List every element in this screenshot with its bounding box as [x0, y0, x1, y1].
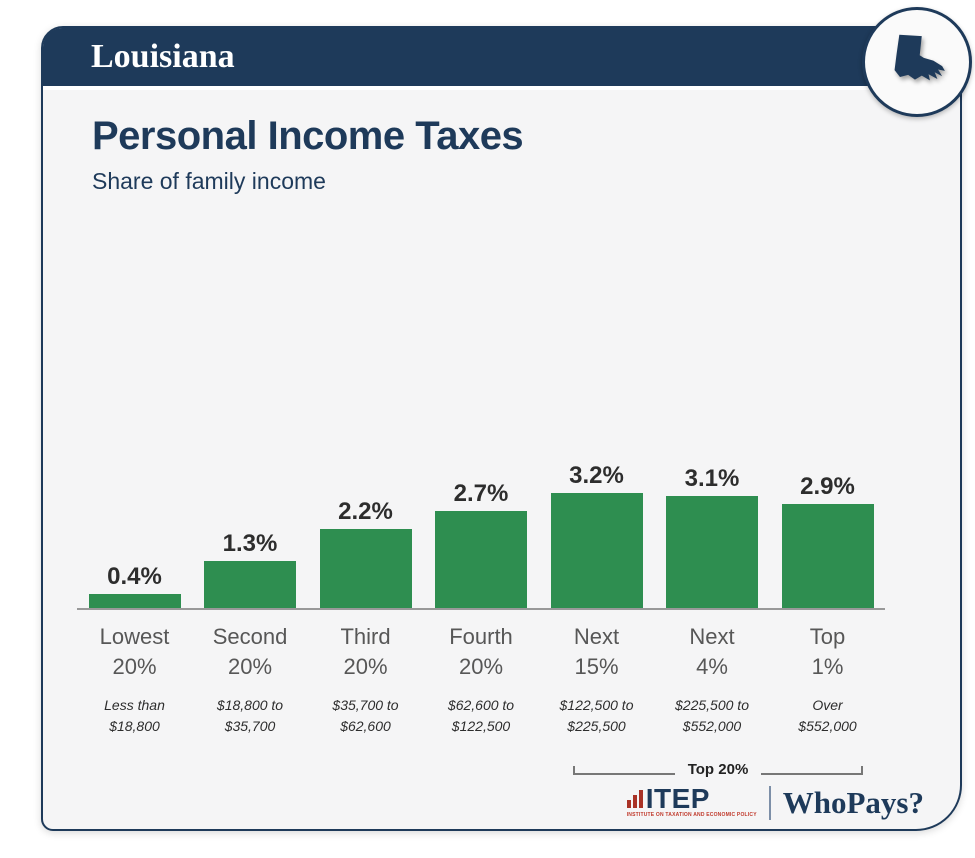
- itep-barchart-icon: [626, 790, 643, 810]
- bar: [666, 496, 758, 608]
- income-range-label: $18,800 to $35,700: [216, 697, 284, 735]
- chart-bars-row: 0.4% 1.3% 2.2% 2.7% 3.2% 3.1% 2.9%: [77, 456, 885, 608]
- itep-tagline: INSTITUTE ON TAXATION AND ECONOMIC POLIC…: [626, 812, 757, 819]
- bar-column: 2.9%: [770, 473, 885, 608]
- whopays-wordmark: WhoPays?: [782, 785, 924, 820]
- itep-logo-top: ITEP: [626, 782, 710, 814]
- bar-column: 2.2%: [308, 498, 423, 608]
- bar-value-label: 1.3%: [222, 530, 278, 558]
- bar: [88, 593, 181, 608]
- category-label: Next 15%: [573, 624, 620, 679]
- bar-chart: 0.4% 1.3% 2.2% 2.7% 3.2% 3.1% 2.9% Lowest 20% Se…: [77, 456, 885, 780]
- bar: [550, 492, 643, 608]
- bar: [204, 561, 296, 608]
- bracket-label: Top 20%: [687, 761, 749, 779]
- bar-value-label: 2.9%: [800, 472, 855, 500]
- income-range-label: $225,500 to $552,000: [675, 697, 749, 735]
- footer-logos: ITEP INSTITUTE ON TAXATION AND ECONOMIC …: [626, 782, 924, 821]
- bar-column: 1.3%: [193, 530, 308, 608]
- bar-value-label: 0.4%: [107, 562, 162, 590]
- itep-wordmark: ITEP: [645, 782, 710, 814]
- state-badge: [862, 7, 972, 117]
- bar: [435, 510, 527, 608]
- category-label: Lowest 20%: [99, 624, 170, 679]
- bar-column: 3.2%: [539, 462, 654, 608]
- income-range-label: $62,600 to $122,500: [447, 697, 515, 735]
- logo-divider: [768, 786, 771, 820]
- state-name: Louisiana: [91, 38, 235, 75]
- category-label: Next 4%: [689, 624, 735, 679]
- bar: [319, 528, 412, 608]
- top20-bracket: Top 20%: [573, 761, 864, 780]
- bar-column: 0.4%: [77, 563, 192, 608]
- page-title: Personal Income Taxes: [92, 114, 524, 158]
- income-range-label: Less than $18,800: [104, 697, 165, 735]
- income-range-label: Over $552,000: [798, 697, 857, 735]
- itep-logo: ITEP INSTITUTE ON TAXATION AND ECONOMIC …: [626, 782, 757, 819]
- category-label: Fourth 20%: [449, 624, 513, 679]
- chart-categories-row: Lowest 20% Second 20% Third 20% Fourth 20% Next 1…: [77, 610, 885, 681]
- chart-income-ranges-row: Less than $18,800 $18,800 to $35,700 $35,700…: [77, 681, 885, 737]
- bracket-left-line: [573, 766, 675, 776]
- category-label: Third 20%: [340, 624, 391, 679]
- bar-column: 3.1%: [655, 465, 770, 608]
- bar-value-label: 2.7%: [453, 479, 509, 507]
- page-subtitle: Share of family income: [92, 168, 326, 194]
- income-range-label: $35,700 to $62,600: [332, 697, 399, 735]
- state-report-card: Louisiana Personal Income Taxes Share of…: [41, 7, 972, 831]
- category-label: Second 20%: [212, 624, 288, 679]
- category-label: Top 1%: [809, 624, 846, 679]
- bracket-right-line: [761, 766, 864, 776]
- bar: [781, 503, 874, 608]
- header-bar: Louisiana: [43, 28, 960, 90]
- x-axis-line: [77, 608, 885, 610]
- bar-value-label: 3.1%: [684, 465, 740, 493]
- income-range-label: $122,500 to $225,500: [559, 697, 634, 735]
- louisiana-state-icon: [894, 34, 945, 81]
- bar-column: 2.7%: [424, 480, 539, 608]
- bar-value-label: 2.2%: [338, 497, 393, 525]
- bar-value-label: 3.2%: [569, 461, 624, 489]
